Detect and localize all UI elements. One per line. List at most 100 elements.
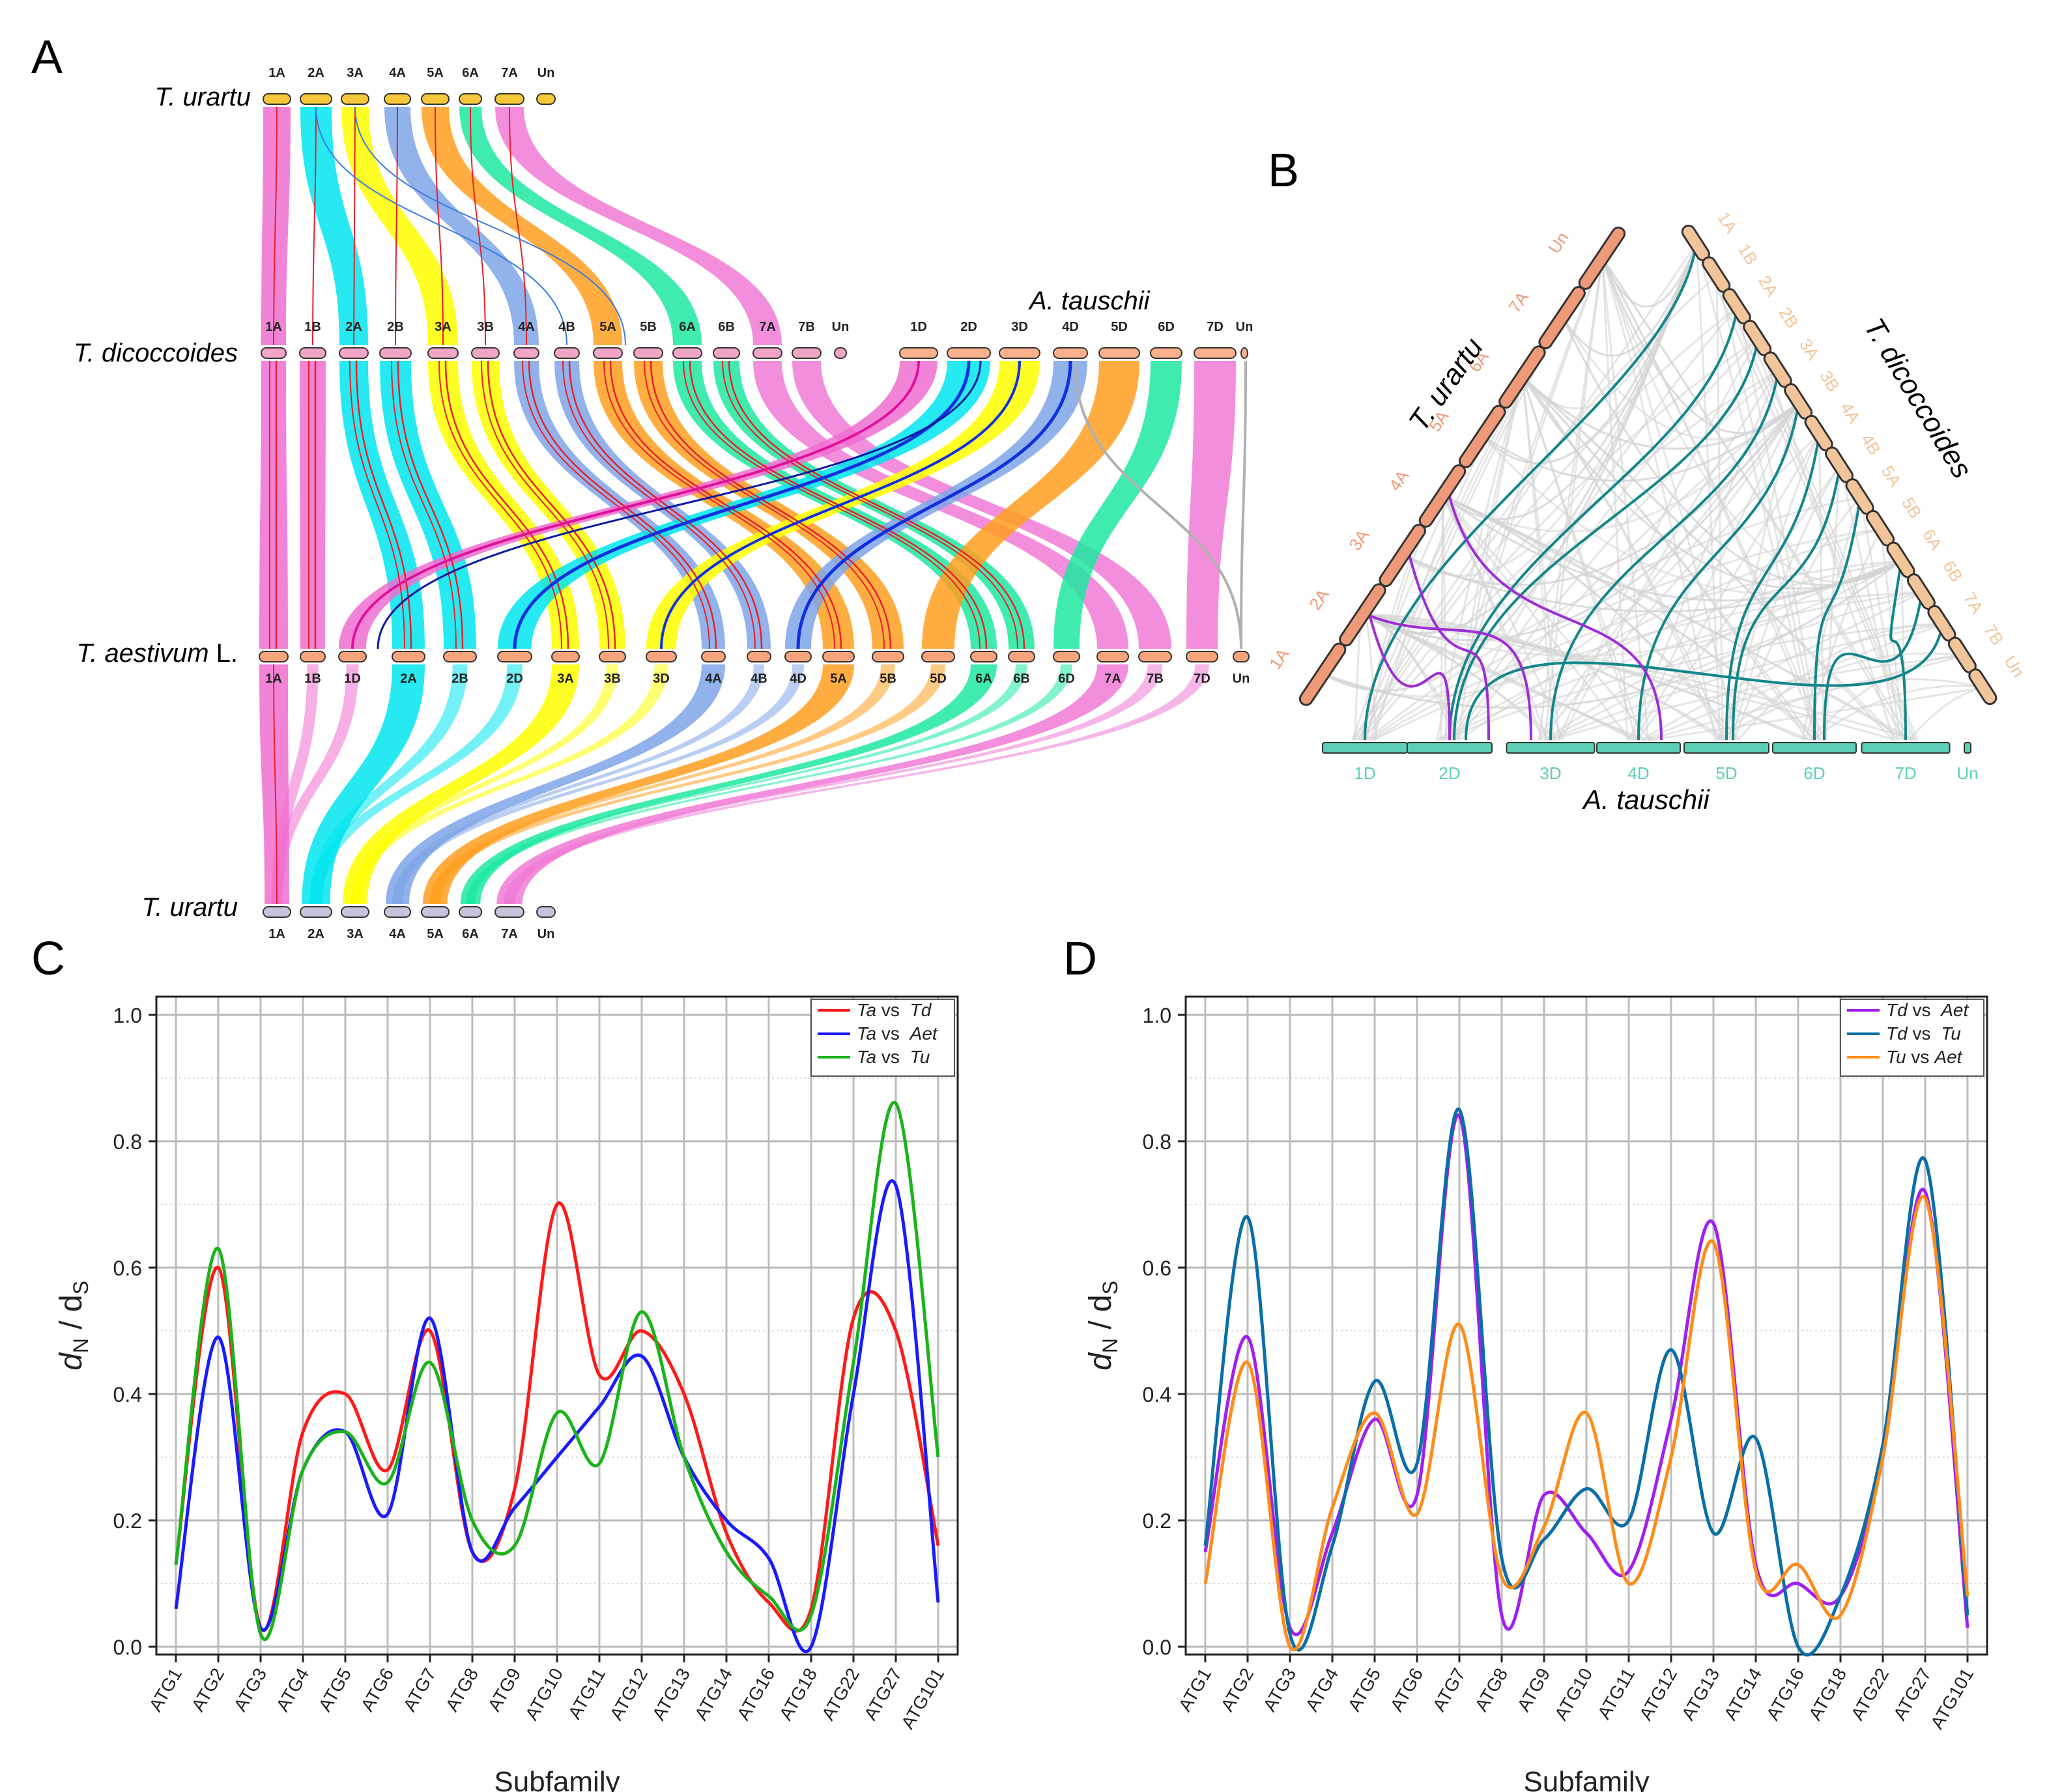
dicoccoides-label-5B: 5B	[1898, 494, 1925, 522]
dicoccoides-chrom-Un	[1970, 670, 1996, 704]
background-link	[1646, 655, 1964, 741]
x-tick-label-ATG4: ATG4	[272, 1665, 313, 1715]
x-tick-label-ATG13: ATG13	[1678, 1665, 1723, 1724]
x-tick-label-ATG3: ATG3	[1259, 1665, 1300, 1715]
highlight-red-5	[487, 360, 616, 649]
chromosome-dicoccoides-4A	[513, 347, 539, 359]
y-tick-label: 1.0	[113, 1004, 142, 1027]
urartu-label-3A: 3A	[1345, 526, 1373, 554]
chromosome-tauschii-1D	[899, 347, 938, 359]
tauschii-chrom-5D	[1683, 742, 1769, 754]
triangle-label-tauschii: A. tauschii	[1581, 784, 1710, 815]
x-tick-label-ATG10: ATG10	[521, 1665, 567, 1724]
background-link	[1442, 494, 1913, 741]
ribbon-to-aestivum-1B	[300, 361, 326, 649]
x-tick-label-ATG8: ATG8	[442, 1665, 482, 1715]
background-link-lr	[1561, 317, 1800, 440]
y-tick-label: 0.8	[113, 1130, 142, 1154]
chromosome-label-aestivum-7A: 7A	[1104, 672, 1121, 686]
highlight-red-top-5	[470, 106, 486, 346]
x-tick-label-ATG6: ATG6	[1386, 1665, 1427, 1715]
series-line-1	[174, 1179, 940, 1654]
background-link	[1818, 434, 1825, 741]
background-link	[1351, 243, 1697, 741]
chromosome-dicoccoides-Un	[834, 347, 847, 359]
chromosome-dicoccoides-5A	[593, 347, 623, 359]
chromosome-bars-a: 1A 2A 3A 4A 5A 6A 7A Un 1A 1B 2A 2B 3A 3B 4A 4B 5A 5B 6A 6B…	[259, 66, 1253, 941]
chromosome-aestivum-3A	[551, 651, 580, 662]
background-link	[1736, 307, 1821, 741]
x-tick-label-ATG3: ATG3	[230, 1665, 270, 1715]
ribbon-aestivum-urartu-2B	[309, 664, 468, 904]
chromosome-label-dicoccoides-4B: 4B	[558, 320, 575, 334]
chromosome-aestivum-1A	[259, 651, 289, 662]
ribbon-to-aestivum-7B	[792, 361, 1171, 649]
chromosome-label-aestivum-7D: 7D	[1194, 672, 1210, 686]
urartu-label-2A: 2A	[1305, 585, 1333, 614]
background-link	[1356, 306, 1738, 741]
genome-label-dicoccoides: T. dicoccoides	[74, 339, 238, 367]
chromosome-tauschii-5D	[1098, 347, 1140, 359]
chromosome-dicoccoides-6A	[672, 347, 702, 359]
background-link	[1628, 370, 1779, 741]
chromosome-urartu-top-1A	[263, 93, 291, 105]
chromosome-label-dicoccoides-Un: Un	[832, 320, 850, 334]
legend-label-0: Td vs Aet	[1886, 1000, 1969, 1020]
urartu-label-7A: 7A	[1504, 288, 1532, 317]
urartu-chrom-7A	[1540, 288, 1584, 348]
dicoccoides-label-5A: 5A	[1878, 462, 1906, 490]
chromosome-label-dicoccoides-1A: 1A	[265, 320, 282, 334]
ribbon-to-aestivum-1A	[259, 361, 288, 649]
x-tick-label-ATG10: ATG10	[1551, 1665, 1596, 1724]
chromosome-aestivum-4B	[747, 651, 771, 662]
tauschii-chrom-2D	[1407, 742, 1493, 754]
x-tick-label-ATG16: ATG16	[733, 1665, 779, 1724]
panel-b-triangle-synteny: 1A2A3A4A5A6A7AUn1A1B2A2B3A3B4A4B5A5B6A6B…	[1265, 208, 2029, 815]
ribbon-urartu-dicoccoides-5A	[422, 107, 622, 345]
chromosome-label-dicoccoides-7A: 7A	[759, 320, 776, 334]
tauschii-label-4D: 4D	[1627, 763, 1649, 783]
background-link	[1560, 370, 1779, 741]
highlight-red-top-0	[273, 106, 278, 346]
chromosome-dicoccoides-2A	[339, 347, 369, 359]
chromosome-label-urartu-bottom-3A: 3A	[347, 927, 364, 941]
chromosome-label-urartu-top-3A: 3A	[347, 66, 364, 80]
chromosome-label-aestivum-3A: 3A	[557, 672, 574, 686]
background-link-lr	[1323, 560, 1902, 709]
chromosome-label-urartu-top-4A: 4A	[389, 66, 406, 80]
dicoccoides-label-4B: 4B	[1857, 431, 1884, 459]
chromosome-aestivum-3B	[599, 651, 626, 662]
teal-link-1	[1448, 307, 1739, 741]
dicoccoides-chrom-6B	[1908, 575, 1934, 608]
chromosome-label-aestivum-1B: 1B	[304, 672, 321, 686]
chromosome-aestivum-7A	[1096, 651, 1129, 662]
background-link-lr	[1561, 317, 1902, 586]
x-tick-label-ATG7: ATG7	[1429, 1665, 1469, 1715]
highlight-blue-top	[315, 106, 567, 346]
background-link	[1366, 496, 1861, 741]
dicoccoides-label-2B: 2B	[1775, 304, 1803, 332]
chromosome-urartu-bottom-Un	[536, 906, 556, 918]
tauschii-label-Un: Un	[1956, 763, 1978, 783]
series-line-2	[174, 1100, 940, 1642]
highlight-red2-2	[349, 360, 405, 649]
background-link	[1450, 338, 1759, 741]
ribbon-aestivum-urartu-5B	[429, 664, 895, 904]
x-tick-label-ATG14: ATG14	[691, 1665, 736, 1724]
dicoccoides-label-7B: 7B	[1980, 621, 2007, 649]
x-axis-label: Subfamily	[1523, 1766, 1649, 1792]
ribbon-to-aestivum-5B	[634, 361, 904, 649]
y-tick-label: 0.6	[1143, 1257, 1171, 1280]
chromosome-label-aestivum-5D: 5D	[930, 672, 947, 686]
urartu-label-Un: Un	[1544, 228, 1572, 257]
tauschii-chrom-Un	[1964, 742, 1971, 754]
chromosome-label-aestivum-4D: 4D	[790, 672, 807, 686]
background-link	[1811, 685, 1984, 741]
x-tick-label-ATG5: ATG5	[1344, 1665, 1384, 1715]
dicoccoides-chrom-1B	[1704, 258, 1729, 291]
teal-link-3	[1549, 370, 1780, 741]
tauschii-label-1D: 1D	[1354, 763, 1375, 783]
y-axis-label: dN / dS	[54, 1281, 93, 1371]
chromosome-label-dicoccoides-5B: 5B	[640, 320, 657, 334]
y-tick-label: 0.2	[113, 1509, 142, 1533]
